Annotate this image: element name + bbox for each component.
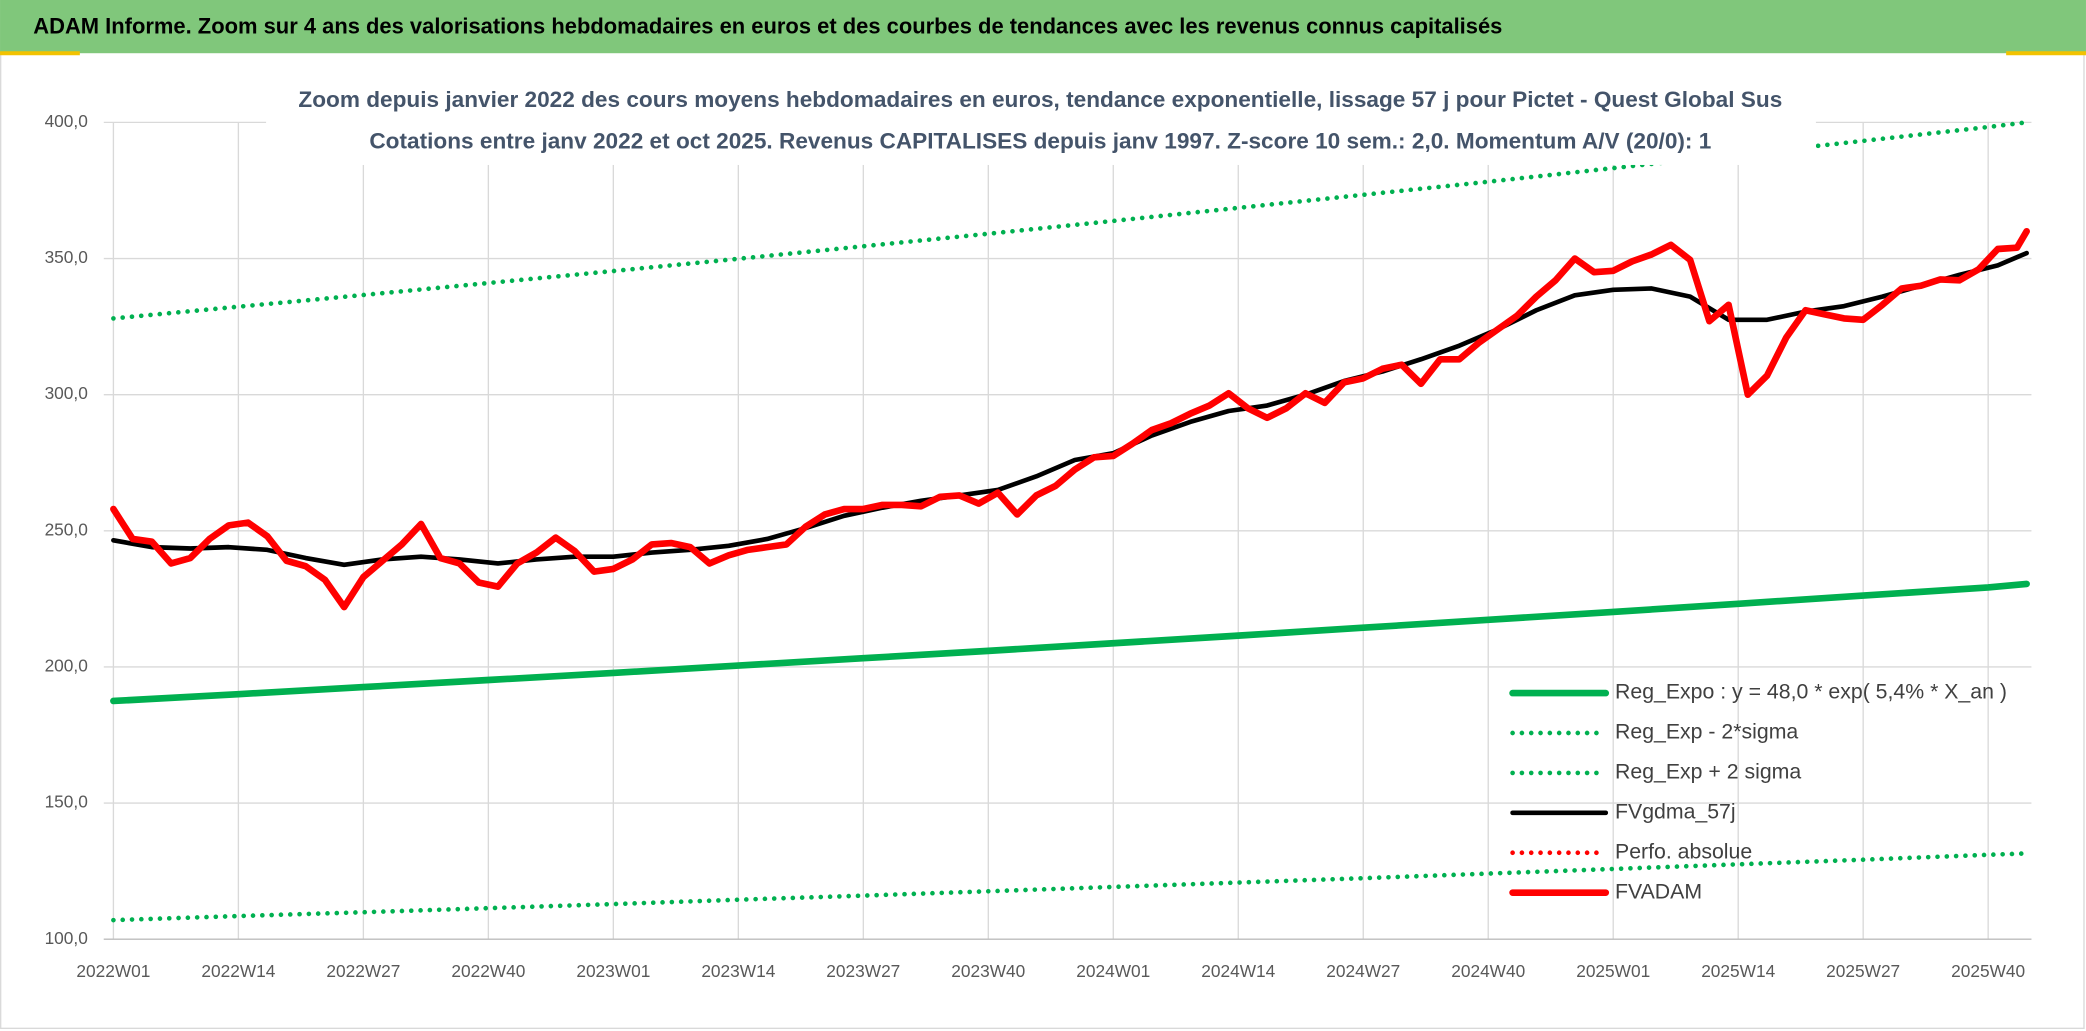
x-tick-label: 2024W27 [1326, 961, 1400, 981]
x-tick-label: 2025W14 [1701, 961, 1775, 981]
legend-label: Reg_Exp - 2*sigma [1615, 720, 1798, 744]
y-tick-label: 100,0 [45, 928, 88, 948]
x-tick-label: 2023W40 [951, 961, 1025, 981]
x-tick-label: 2023W27 [826, 961, 900, 981]
legend-label: Perfo. absolue [1615, 839, 1752, 863]
x-tick-label: 2024W40 [1451, 961, 1525, 981]
series-line [110, 580, 2030, 705]
x-tick-label: 2022W14 [201, 961, 275, 981]
banner-title: ADAM Informe. Zoom sur 4 ans des valoris… [33, 14, 1502, 39]
legend-label: Reg_Exp + 2 sigma [1615, 760, 1801, 784]
y-tick-label: 250,0 [45, 519, 88, 539]
legend-label: Reg_Expo : y = 48,0 * exp( 5,4% * X_an ) [1615, 680, 2007, 704]
y-tick-label: 350,0 [45, 247, 88, 267]
chart-subtitle: Cotations entre janv 2022 et oct 2025. R… [369, 128, 1711, 153]
legend-label: FVADAM [1615, 879, 1702, 903]
series-line [111, 851, 2029, 923]
x-tick-label: 2022W27 [326, 961, 400, 981]
chart-title: Zoom depuis janvier 2022 des cours moyen… [298, 87, 1782, 112]
title-backdrop [266, 77, 1816, 165]
y-tick-label: 300,0 [45, 383, 88, 403]
x-tick-label: 2023W01 [576, 961, 650, 981]
legend: Reg_Expo : y = 48,0 * exp( 5,4% * X_an )… [1509, 680, 2007, 903]
plot-area: 100,0 150,0 200,0 250,0 300,0 350,0 400,0 2022W… [45, 111, 2032, 981]
x-tick-label: 2024W14 [1201, 961, 1275, 981]
x-tick-label: 2022W01 [76, 961, 150, 981]
x-tick-label: 2024W01 [1076, 961, 1150, 981]
x-tick-label: 2025W27 [1826, 961, 1900, 981]
series-line [110, 227, 2030, 611]
x-tick-label: 2025W01 [1576, 961, 1650, 981]
x-tick-label: 2025W40 [1951, 961, 2025, 981]
banner [0, 0, 2086, 54]
x-tick-label: 2022W40 [451, 961, 525, 981]
y-tick-label: 200,0 [45, 655, 88, 675]
y-tick-label: 150,0 [45, 792, 88, 812]
y-tick-label: 400,0 [45, 111, 88, 131]
x-tick-label: 2023W14 [701, 961, 775, 981]
legend-label: FVgdma_57j [1615, 799, 1736, 823]
